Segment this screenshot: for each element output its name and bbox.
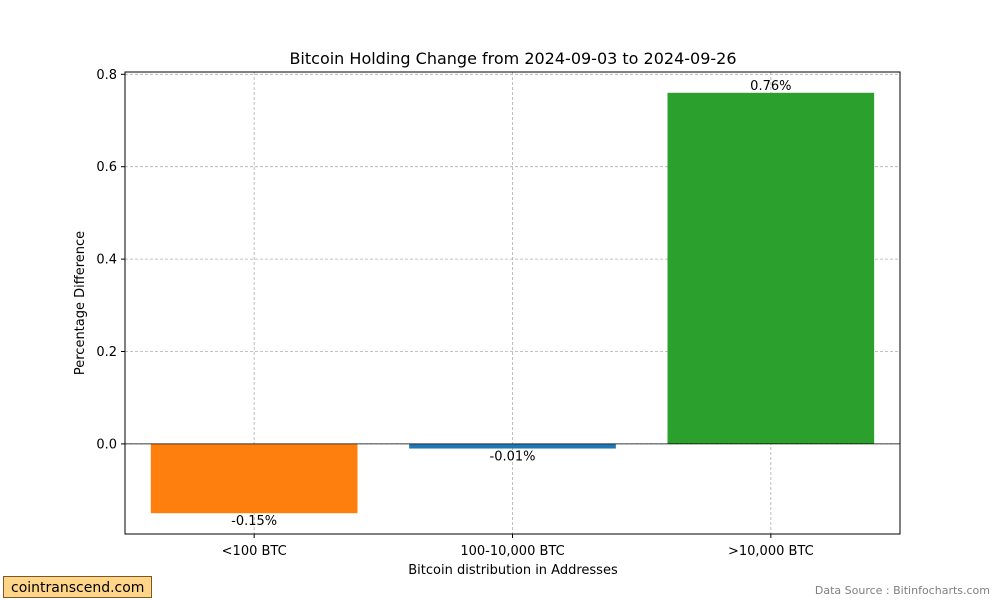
y-tick-label: 0.8 [96, 68, 117, 83]
x-axis-ticks: <100 BTC 100-10,000 BTC >10,000 BTC [222, 534, 814, 559]
bar-value-label: -0.15% [231, 514, 277, 529]
y-axis-ticks: 0.0 0.2 0.4 0.6 0.8 [96, 68, 125, 452]
bar-value-label: -0.01% [490, 450, 536, 465]
y-tick-label: 0.4 [96, 253, 117, 268]
y-tick-label: 0.2 [96, 345, 117, 360]
bars [150, 92, 875, 514]
watermark-badge: cointranscend.com [3, 576, 153, 598]
bar-value-labels: -0.15% -0.01% 0.76% [231, 79, 791, 529]
bar [667, 92, 875, 444]
x-tick-label: 100-10,000 BTC [460, 544, 564, 559]
data-source-note: Data Source : Bitinfocharts.com [814, 584, 990, 597]
y-tick-label: 0.6 [96, 160, 117, 175]
x-axis-label: Bitcoin distribution in Addresses [408, 563, 618, 578]
y-axis-label: Percentage Difference [73, 231, 88, 375]
chart-title: Bitcoin Holding Change from 2024-09-03 t… [289, 49, 736, 68]
bar [150, 443, 358, 514]
y-tick-label: 0.0 [96, 437, 117, 452]
x-tick-label: >10,000 BTC [728, 544, 814, 559]
bar [409, 443, 616, 449]
bar-value-label: 0.76% [750, 79, 791, 94]
x-tick-label: <100 BTC [222, 544, 287, 559]
